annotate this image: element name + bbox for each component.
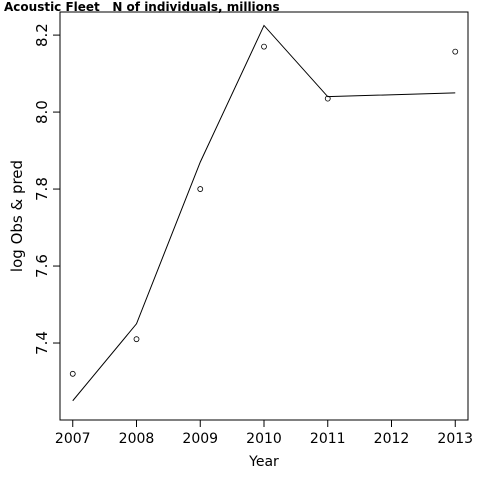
x-tick-label: 2012 [374,431,410,447]
chart-title: Acoustic Fleet N of individuals, million… [4,0,280,14]
y-tick-label: 7.6 [33,254,51,278]
y-axis-label: log Obs & pred [8,160,26,272]
observed-point [69,370,76,377]
observed-point [261,43,267,50]
observed-point [452,48,459,55]
y-tick-label: 7.4 [33,331,51,355]
y-axis: 7.4 7.6 7.8 8.0 8.2 [33,23,61,355]
x-axis-label: Year [248,454,279,470]
plot-frame [59,11,469,421]
x-tick-label: 2007 [55,431,91,447]
y-tick-label: 8.0 [33,100,51,124]
y-tick-label: 7.8 [33,177,51,201]
x-tick-label: 2013 [437,431,473,447]
x-tick-label: 2011 [310,431,346,447]
x-tick-label: 2008 [119,431,155,447]
observed-point [197,186,204,192]
x-tick-label: 2010 [246,431,282,447]
x-axis: 2007 2008 2009 2010 2011 2012 2013 [55,419,473,447]
y-tick-label: 8.2 [33,23,51,47]
predicted-line [72,24,456,402]
x-tick-label: 2009 [182,431,218,447]
observed-point [133,336,140,343]
series-layer [69,24,459,402]
